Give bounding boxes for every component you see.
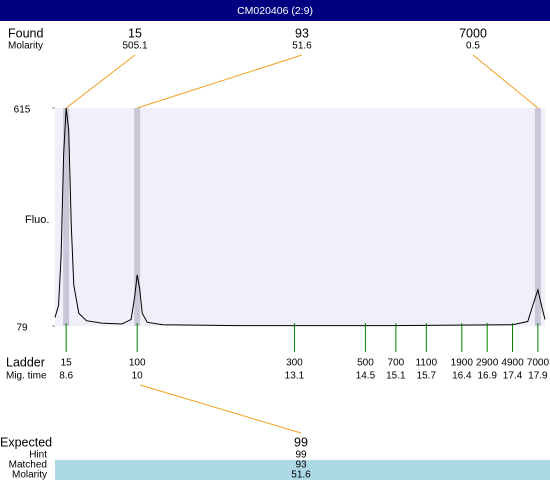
- trace: [54, 107, 546, 327]
- peak-band: [534, 108, 541, 326]
- row-value: 51.6: [291, 470, 311, 480]
- ladder-size: 100: [129, 358, 146, 369]
- ladder-size: 500: [357, 358, 374, 369]
- title: CM020406 (2:9): [237, 5, 313, 17]
- found-molarity: 0.5: [466, 41, 480, 52]
- ladder-size: 2900: [476, 358, 499, 369]
- ladder-time: 13.1: [285, 371, 305, 382]
- ladder-time: 15.7: [417, 371, 437, 382]
- ladder-time: 17.9: [528, 371, 548, 382]
- ladder-size: 7000: [527, 358, 550, 369]
- ladder-size: 15: [61, 358, 73, 369]
- mig-time-label: Mig. time: [6, 371, 47, 382]
- ladder-size: 4900: [501, 358, 524, 369]
- ladder-time: 14.5: [356, 371, 376, 382]
- row-label: Matched: [9, 460, 47, 471]
- expected-link: [140, 384, 302, 434]
- found-size: 93: [295, 26, 309, 40]
- ladder-time: 10: [132, 371, 144, 382]
- expected-value: 99: [294, 435, 308, 449]
- peak-link: [137, 54, 303, 109]
- ladder-time: 15.1: [386, 371, 406, 382]
- y-tick-label: 615: [14, 105, 31, 116]
- ladder-time: 16.4: [452, 371, 472, 382]
- y-label: Fluo.: [25, 214, 49, 226]
- expected-label: Expected: [0, 435, 52, 449]
- found-size: 15: [128, 26, 142, 40]
- row-label: Molarity: [12, 470, 47, 480]
- ladder-time: 8.6: [59, 371, 73, 382]
- found-size: 7000: [459, 26, 487, 40]
- found-molarity: 505.1: [122, 41, 147, 52]
- ladder-label: Ladder: [6, 355, 45, 369]
- peak-link: [65, 54, 136, 109]
- plot-area: [55, 108, 545, 326]
- row-value: 93: [295, 460, 307, 471]
- row-value: 99: [295, 450, 307, 461]
- peak-band: [63, 108, 70, 326]
- y-tick-label: 79: [16, 323, 28, 334]
- peak-link: [472, 54, 539, 109]
- title-bar: [0, 0, 550, 21]
- matched-band: [55, 460, 550, 480]
- ladder-time: 17.4: [503, 371, 523, 382]
- found-label: Found: [8, 26, 43, 40]
- ladder-time: 16.9: [477, 371, 497, 382]
- molarity-label: Molarity: [8, 41, 43, 52]
- ladder-size: 300: [286, 358, 303, 369]
- peak-band: [134, 108, 141, 326]
- row-label: Hint: [29, 450, 47, 461]
- ladder-size: 1900: [451, 358, 474, 369]
- ladder-size: 1100: [416, 358, 438, 369]
- found-molarity: 51.6: [292, 41, 312, 52]
- ladder-size: 700: [388, 358, 405, 369]
